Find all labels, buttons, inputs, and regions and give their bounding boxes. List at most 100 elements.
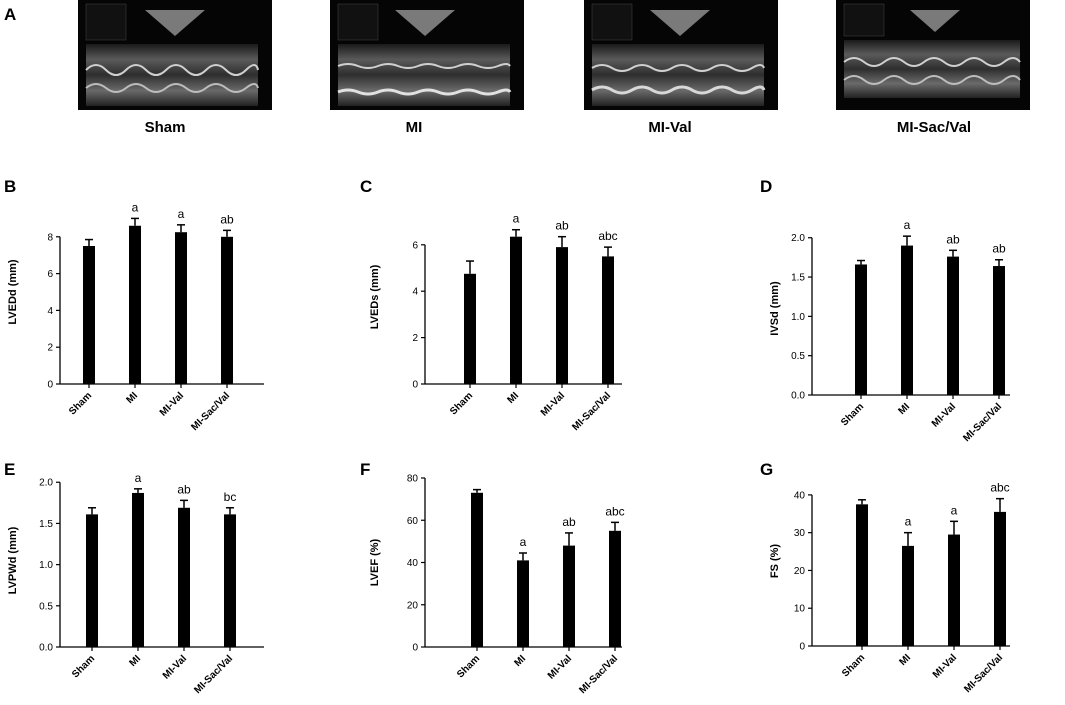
echo-label-mi: MI xyxy=(406,119,423,136)
y-tick-label: 2.0 xyxy=(39,478,53,489)
bar xyxy=(994,511,1006,646)
sector-scan-shape xyxy=(395,10,455,36)
category-label: Sham xyxy=(839,401,866,428)
y-tick-label: 0 xyxy=(799,642,805,653)
y-axis-label: LVPWd (mm) xyxy=(7,526,19,594)
category-label: MI xyxy=(896,401,912,417)
significance-label: a xyxy=(951,503,958,517)
panel-letter: G xyxy=(760,460,773,479)
y-axis-label: FS (%) xyxy=(769,544,781,579)
y-tick-label: 8 xyxy=(47,232,53,243)
chart-panel-c: C 0 2 4 6 LVEDs (mm) Sham a MI ab MI-Val abc MI-Sac/… xyxy=(360,177,622,433)
y-axis-label: LVEDd (mm) xyxy=(7,259,19,325)
sector-scan-shape xyxy=(650,10,710,36)
y-axis-label: LVEF (%) xyxy=(369,538,381,586)
y-axis-label: IVSd (mm) xyxy=(769,281,781,336)
category-label: MI-Val xyxy=(161,653,189,681)
significance-label: a xyxy=(513,212,520,226)
bar xyxy=(947,256,959,395)
category-label: MI-Sac/Val xyxy=(577,653,620,696)
bar xyxy=(948,534,960,646)
y-tick-label: 4 xyxy=(47,306,53,317)
y-tick-label: 2 xyxy=(412,333,418,344)
significance-label: ab xyxy=(562,515,576,529)
y-tick-label: 1.5 xyxy=(39,519,53,530)
panel-letter-a: A xyxy=(4,5,16,24)
bar xyxy=(132,492,144,647)
y-tick-label: 2 xyxy=(47,343,53,354)
bar xyxy=(993,266,1005,395)
bar xyxy=(901,245,913,395)
significance-label: abc xyxy=(598,229,617,243)
significance-label: ab xyxy=(992,242,1006,256)
category-label: Sham xyxy=(840,652,867,679)
echo-image-mi-sac-val xyxy=(836,0,1030,110)
category-label: MI-Val xyxy=(539,390,567,418)
y-tick-label: 80 xyxy=(407,474,419,485)
significance-label: ab xyxy=(946,232,960,246)
y-tick-label: 10 xyxy=(794,604,806,615)
y-tick-label: 0.0 xyxy=(39,643,53,654)
category-label: Sham xyxy=(455,653,482,680)
bar xyxy=(556,247,568,384)
bar xyxy=(517,560,529,647)
bar xyxy=(609,530,621,647)
category-label: Sham xyxy=(70,653,97,680)
y-tick-label: 40 xyxy=(407,558,419,569)
bar xyxy=(563,545,575,647)
category-label: Sham xyxy=(67,390,94,417)
chart-panel-d: D 0.0 0.5 1.0 1.5 2.0 IVSd (mm) Sham a MI ab MI-Val… xyxy=(760,177,1010,444)
significance-label: a xyxy=(178,207,185,221)
y-tick-label: 1.5 xyxy=(791,273,805,284)
significance-label: ab xyxy=(177,482,191,496)
panel-letter: F xyxy=(360,460,370,479)
y-tick-label: 0 xyxy=(412,380,418,391)
significance-label: ab xyxy=(220,212,234,226)
bar xyxy=(510,236,522,384)
significance-label: a xyxy=(135,471,142,485)
category-label: MI xyxy=(505,390,521,406)
y-tick-label: 1.0 xyxy=(39,560,53,571)
echo-label-mi-val: MI-Val xyxy=(648,119,691,136)
y-tick-label: 20 xyxy=(407,600,419,611)
category-label: MI-Sac/Val xyxy=(570,390,613,433)
y-tick-label: 20 xyxy=(794,566,806,577)
sector-scan-shape xyxy=(910,10,960,32)
significance-label: a xyxy=(132,200,139,214)
bar xyxy=(83,246,95,384)
y-tick-label: 0.5 xyxy=(791,351,805,362)
category-label: MI xyxy=(127,653,143,669)
chart-panel-g: G 0 10 20 30 40 FS (%) Sham a MI a MI-Val abc MI-Sac/… xyxy=(760,460,1010,695)
y-tick-label: 40 xyxy=(794,490,806,501)
significance-label: a xyxy=(904,218,911,232)
category-label: Sham xyxy=(448,390,475,417)
category-label: MI-Val xyxy=(546,653,574,681)
bar xyxy=(902,545,914,646)
category-label: MI-Val xyxy=(931,652,959,680)
category-label: MI-Sac/Val xyxy=(962,652,1005,695)
category-label: MI-Val xyxy=(930,401,958,429)
panel-letter: E xyxy=(4,460,15,479)
category-label: MI-Val xyxy=(158,390,186,418)
significance-label: a xyxy=(905,515,912,529)
y-tick-label: 0 xyxy=(47,380,53,391)
y-tick-label: 0 xyxy=(412,643,418,654)
panel-letter: D xyxy=(760,177,772,196)
category-label: MI xyxy=(512,653,528,669)
significance-label: abc xyxy=(990,481,1009,495)
y-tick-label: 1.0 xyxy=(791,312,805,323)
significance-label: a xyxy=(520,535,527,549)
echo-label-mi-sac-val: MI-Sac/Val xyxy=(897,119,971,136)
y-tick-label: 6 xyxy=(47,269,53,280)
panel-letter: C xyxy=(360,177,372,196)
y-tick-label: 6 xyxy=(412,240,418,251)
echo-image-mi-val xyxy=(584,0,778,110)
echo-image-mi xyxy=(330,0,524,110)
bar xyxy=(221,236,233,384)
panel-letter: B xyxy=(4,177,16,196)
y-tick-label: 30 xyxy=(794,528,806,539)
category-label: MI-Sac/Val xyxy=(189,390,232,433)
significance-label: ab xyxy=(555,219,569,233)
bar xyxy=(602,256,614,384)
y-tick-label: 60 xyxy=(407,516,419,527)
